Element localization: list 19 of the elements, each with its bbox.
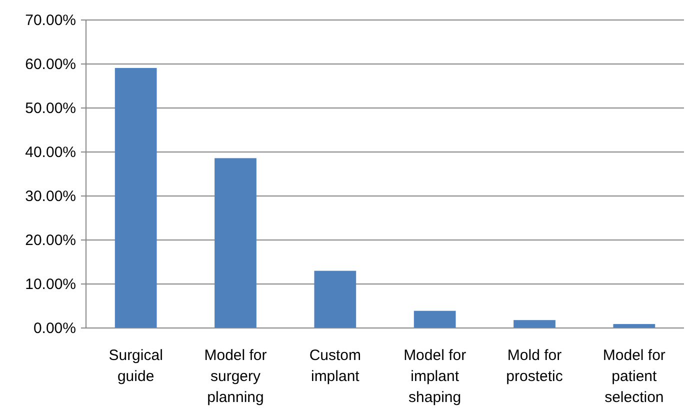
bar — [514, 320, 556, 328]
x-tick-label: Custom implant — [309, 347, 362, 385]
bar — [214, 158, 256, 328]
y-tick-label: 60.00% — [25, 56, 76, 73]
x-tick-label: Mold for prostetic — [506, 347, 564, 385]
x-tick-label: Model for surgery planning — [204, 347, 267, 406]
y-tick-label: 50.00% — [25, 100, 76, 117]
y-tick-label: 20.00% — [25, 232, 76, 249]
y-tick-label: 70.00% — [25, 12, 76, 29]
y-tick-label: 30.00% — [25, 188, 76, 205]
x-tick-label: Surgical guide — [108, 347, 163, 385]
y-tick-label: 0.00% — [33, 320, 76, 337]
y-tick-label: 10.00% — [25, 276, 76, 293]
x-tick-label: Model for implant shaping — [404, 347, 466, 406]
x-tick-label: Model for patient selection — [602, 347, 666, 406]
y-tick-label: 40.00% — [25, 144, 76, 161]
bar — [114, 68, 157, 328]
bar — [414, 310, 456, 328]
bar — [314, 270, 356, 328]
